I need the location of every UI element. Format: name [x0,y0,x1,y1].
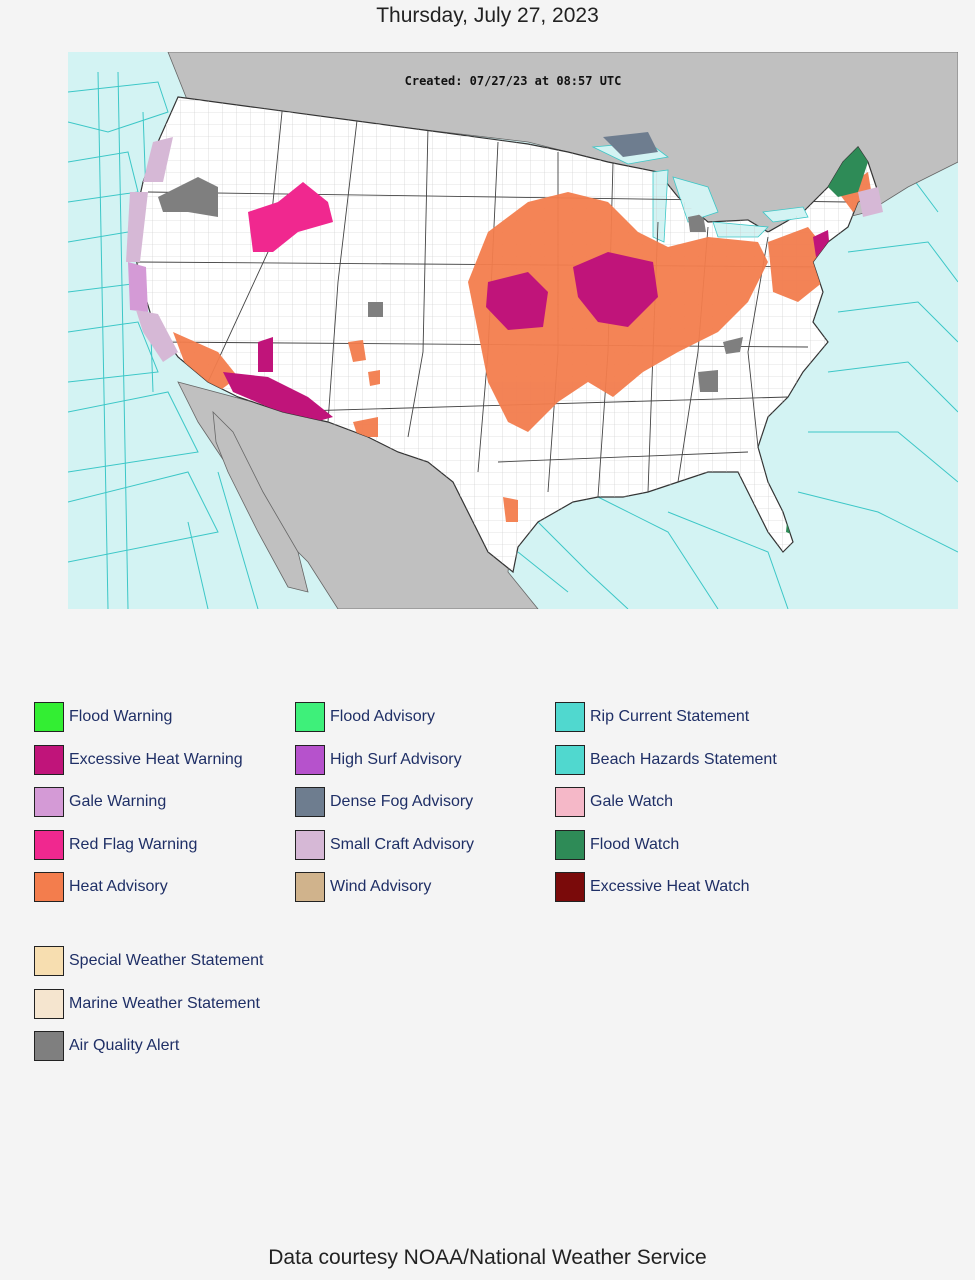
legend-item-beach-hazards-statement: Beach Hazards Statement [555,743,777,777]
legend-label: Marine Weather Statement [69,995,260,1012]
baja-land [212,410,309,593]
legend-swatch [34,702,64,732]
legend-swatch [555,872,585,902]
legend-swatch [34,745,64,775]
legend-swatch [34,989,64,1019]
legend-label: Gale Warning [69,793,167,810]
legend-swatch [34,946,64,976]
legend-item-dense-fog-advisory: Dense Fog Advisory [295,785,473,819]
weather-alert-map: Created: 07/27/23 at 08:57 UTC [68,52,958,609]
legend-swatch [555,830,585,860]
legend-swatch [295,830,325,860]
legend-label: Rip Current Statement [590,708,750,725]
legend-item-rip-current-statement: Rip Current Statement [555,700,749,734]
legend-swatch [295,702,325,732]
legend-swatch [34,1031,64,1061]
map-created-stamp: Created: 07/27/23 at 08:57 UTC [404,74,622,88]
legend-item-marine-weather-statement: Marine Weather Statement [34,987,260,1021]
legend-label: Excessive Heat Warning [69,751,243,768]
legend-label: Excessive Heat Watch [590,878,750,895]
legend-swatch [295,787,325,817]
legend-item-small-craft-advisory: Small Craft Advisory [295,828,474,862]
legend-item-heat-advisory: Heat Advisory [34,870,168,904]
legend-label: Wind Advisory [330,878,432,895]
red-flag-warning-areas [248,182,333,252]
legend-swatch [34,830,64,860]
page-date: Thursday, July 27, 2023 [376,4,599,27]
legend-item-special-weather-statement: Special Weather Statement [34,944,263,978]
legend-item-flood-watch: Flood Watch [555,828,679,862]
legend-label: Heat Advisory [69,878,168,895]
legend-swatch [34,872,64,902]
legend-swatch [34,787,64,817]
air-quality-alert-areas [158,177,743,392]
legend-label: Air Quality Alert [69,1037,180,1054]
legend-item-gale-warning: Gale Warning [34,785,166,819]
legend-item-red-flag-warning: Red Flag Warning [34,828,197,862]
legend-label: Beach Hazards Statement [590,751,777,768]
data-credit-footer: Data courtesy NOAA/National Weather Serv… [268,1246,707,1269]
legend-label: Dense Fog Advisory [330,793,474,810]
legend-swatch [555,787,585,817]
legend-label: Small Craft Advisory [330,836,475,853]
excessive-heat-warning-areas [223,230,830,424]
legend-swatch [295,745,325,775]
legend-label: Red Flag Warning [69,836,198,853]
legend-label: Gale Watch [590,793,673,810]
legend-item-flood-advisory: Flood Advisory [295,700,435,734]
legend-item-flood-warning: Flood Warning [34,700,172,734]
pacific-coastal-alerts [126,137,883,362]
us-map-svg [68,52,958,609]
legend-item-high-surf-advisory: High Surf Advisory [295,743,462,777]
legend-swatch [295,872,325,902]
legend-label: Flood Warning [69,708,173,725]
legend-label: High Surf Advisory [330,751,462,768]
legend-swatch [555,702,585,732]
legend-item-air-quality-alert: Air Quality Alert [34,1029,179,1063]
legend-swatch [555,745,585,775]
legend-label: Flood Watch [590,836,680,853]
legend-item-excessive-heat-warning: Excessive Heat Warning [34,743,243,777]
legend-label: Flood Advisory [330,708,435,725]
legend-item-excessive-heat-watch: Excessive Heat Watch [555,870,749,904]
legend-label: Special Weather Statement [69,952,264,969]
dense-fog-area [603,132,658,157]
legend-item-wind-advisory: Wind Advisory [295,870,431,904]
legend-item-gale-watch: Gale Watch [555,785,673,819]
